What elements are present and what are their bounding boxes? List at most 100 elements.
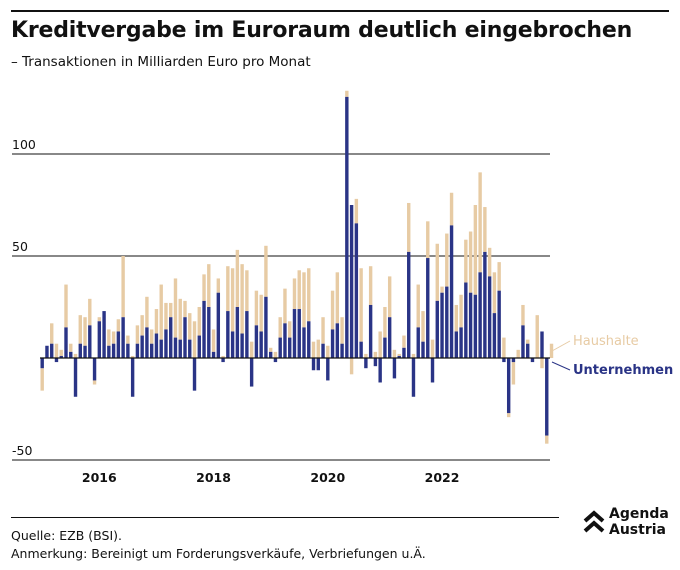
bar-haushalte (78, 315, 82, 344)
bar-unternehmen (473, 294, 478, 358)
bar-unternehmen (107, 345, 111, 358)
chart-title: Kreditvergabe im Euroraum deutlich einge… (11, 18, 633, 43)
bar-unternehmen (502, 358, 506, 363)
bar-unternehmen (111, 343, 116, 358)
haushalte-bars (40, 90, 554, 444)
bar-unternehmen (368, 304, 373, 358)
bar-unternehmen (464, 282, 468, 358)
bar-unternehmen (511, 358, 516, 363)
bar-unternehmen (449, 225, 454, 358)
bar-unternehmen (130, 358, 135, 397)
bar-unternehmen (454, 331, 459, 358)
bar-haushalte (211, 329, 216, 352)
bar-unternehmen (97, 321, 102, 358)
bar-haushalte (302, 272, 306, 328)
bar-haushalte (121, 256, 125, 318)
bar-unternehmen (264, 296, 268, 358)
bar-unternehmen (145, 327, 149, 358)
bar-unternehmen (188, 339, 192, 358)
bar-unternehmen (373, 358, 378, 367)
bar-haushalte (264, 245, 268, 297)
gridlines (12, 153, 550, 461)
bar-unternehmen (345, 96, 349, 358)
bar-unternehmen (335, 323, 340, 358)
bar-unternehmen (211, 351, 216, 358)
bar-haushalte (197, 307, 201, 336)
bar-haushalte (64, 284, 68, 328)
bar-unternehmen (321, 343, 325, 358)
bar-unternehmen (207, 307, 211, 358)
bar-unternehmen (149, 343, 154, 358)
bar-haushalte (478, 172, 482, 273)
bar-unternehmen (192, 358, 197, 391)
bar-unternehmen (459, 327, 463, 358)
bar-haushalte (316, 339, 320, 358)
bar-unternehmen (164, 329, 168, 358)
bar-haushalte (216, 278, 221, 293)
bar-unternehmen (302, 327, 306, 358)
bar-unternehmen (297, 309, 301, 358)
bar-unternehmen (387, 317, 392, 358)
bar-haushalte (526, 339, 530, 344)
bar-haushalte (126, 335, 130, 344)
chevron-logo-icon (583, 510, 605, 533)
bar-unternehmen (45, 345, 49, 358)
footer-rule (11, 517, 559, 518)
bar-haushalte (254, 290, 259, 326)
bar-unternehmen (468, 292, 473, 358)
bar-unternehmen (354, 223, 359, 358)
x-tick-label: 2020 (310, 470, 345, 485)
bar-haushalte (545, 435, 549, 444)
bar-unternehmen (216, 292, 221, 358)
bar-haushalte (283, 288, 287, 324)
stacked-bar-chart: -50 50 100 2016 2018 2020 2022 Haushalte Unte… (12, 90, 673, 485)
bar-unternehmen (73, 358, 78, 397)
bar-haushalte (411, 353, 416, 358)
bar-haushalte (445, 233, 449, 287)
x-tick-labels: 2016 2018 2020 2022 (82, 470, 460, 485)
bar-unternehmen (411, 358, 416, 397)
bar-haushalte (297, 270, 301, 310)
bar-unternehmen (397, 355, 401, 358)
bar-unternehmen (421, 341, 425, 358)
bar-haushalte (354, 198, 359, 224)
bar-unternehmen (283, 323, 287, 358)
bar-haushalte (464, 239, 468, 283)
bar-unternehmen (392, 358, 397, 379)
legend-label-haushalte: Haushalte (573, 334, 639, 349)
bar-unternehmen (540, 331, 544, 358)
bar-unternehmen (54, 358, 59, 363)
bar-haushalte (535, 315, 539, 358)
bar-unternehmen (173, 337, 178, 358)
bar-unternehmen (278, 337, 282, 358)
bar-haushalte (69, 343, 73, 352)
bar-haushalte (207, 264, 211, 307)
bar-haushalte (364, 353, 368, 358)
logo-line-1: Agenda (609, 506, 669, 522)
bar-haushalte (416, 284, 420, 328)
bar-haushalte (130, 355, 135, 358)
bar-haushalte (202, 274, 206, 301)
chart-subtitle: – Transaktionen in Milliarden Euro pro M… (11, 54, 311, 70)
top-rule (11, 10, 669, 12)
bar-haushalte (140, 315, 144, 336)
bar-unternehmen (326, 358, 330, 381)
bar-haushalte (540, 358, 544, 369)
bar-haushalte (268, 347, 273, 352)
y-tick-label: 100 (12, 137, 36, 152)
legend-leader-unternehmen (551, 361, 571, 371)
x-tick-label: 2016 (82, 470, 117, 485)
bar-haushalte (245, 270, 249, 312)
bar-haushalte (116, 319, 121, 332)
bar-unternehmen (259, 331, 263, 358)
source-note: Quelle: EZB (BSI). (11, 528, 122, 543)
bar-haushalte (454, 304, 459, 332)
bar-unternehmen (121, 317, 125, 358)
bar-haushalte (407, 202, 411, 252)
bar-unternehmen (268, 351, 273, 358)
bar-unternehmen (521, 325, 525, 358)
bar-haushalte (483, 207, 487, 252)
bar-unternehmen (506, 358, 511, 414)
bar-haushalte (311, 341, 316, 358)
bar-unternehmen (340, 343, 344, 358)
